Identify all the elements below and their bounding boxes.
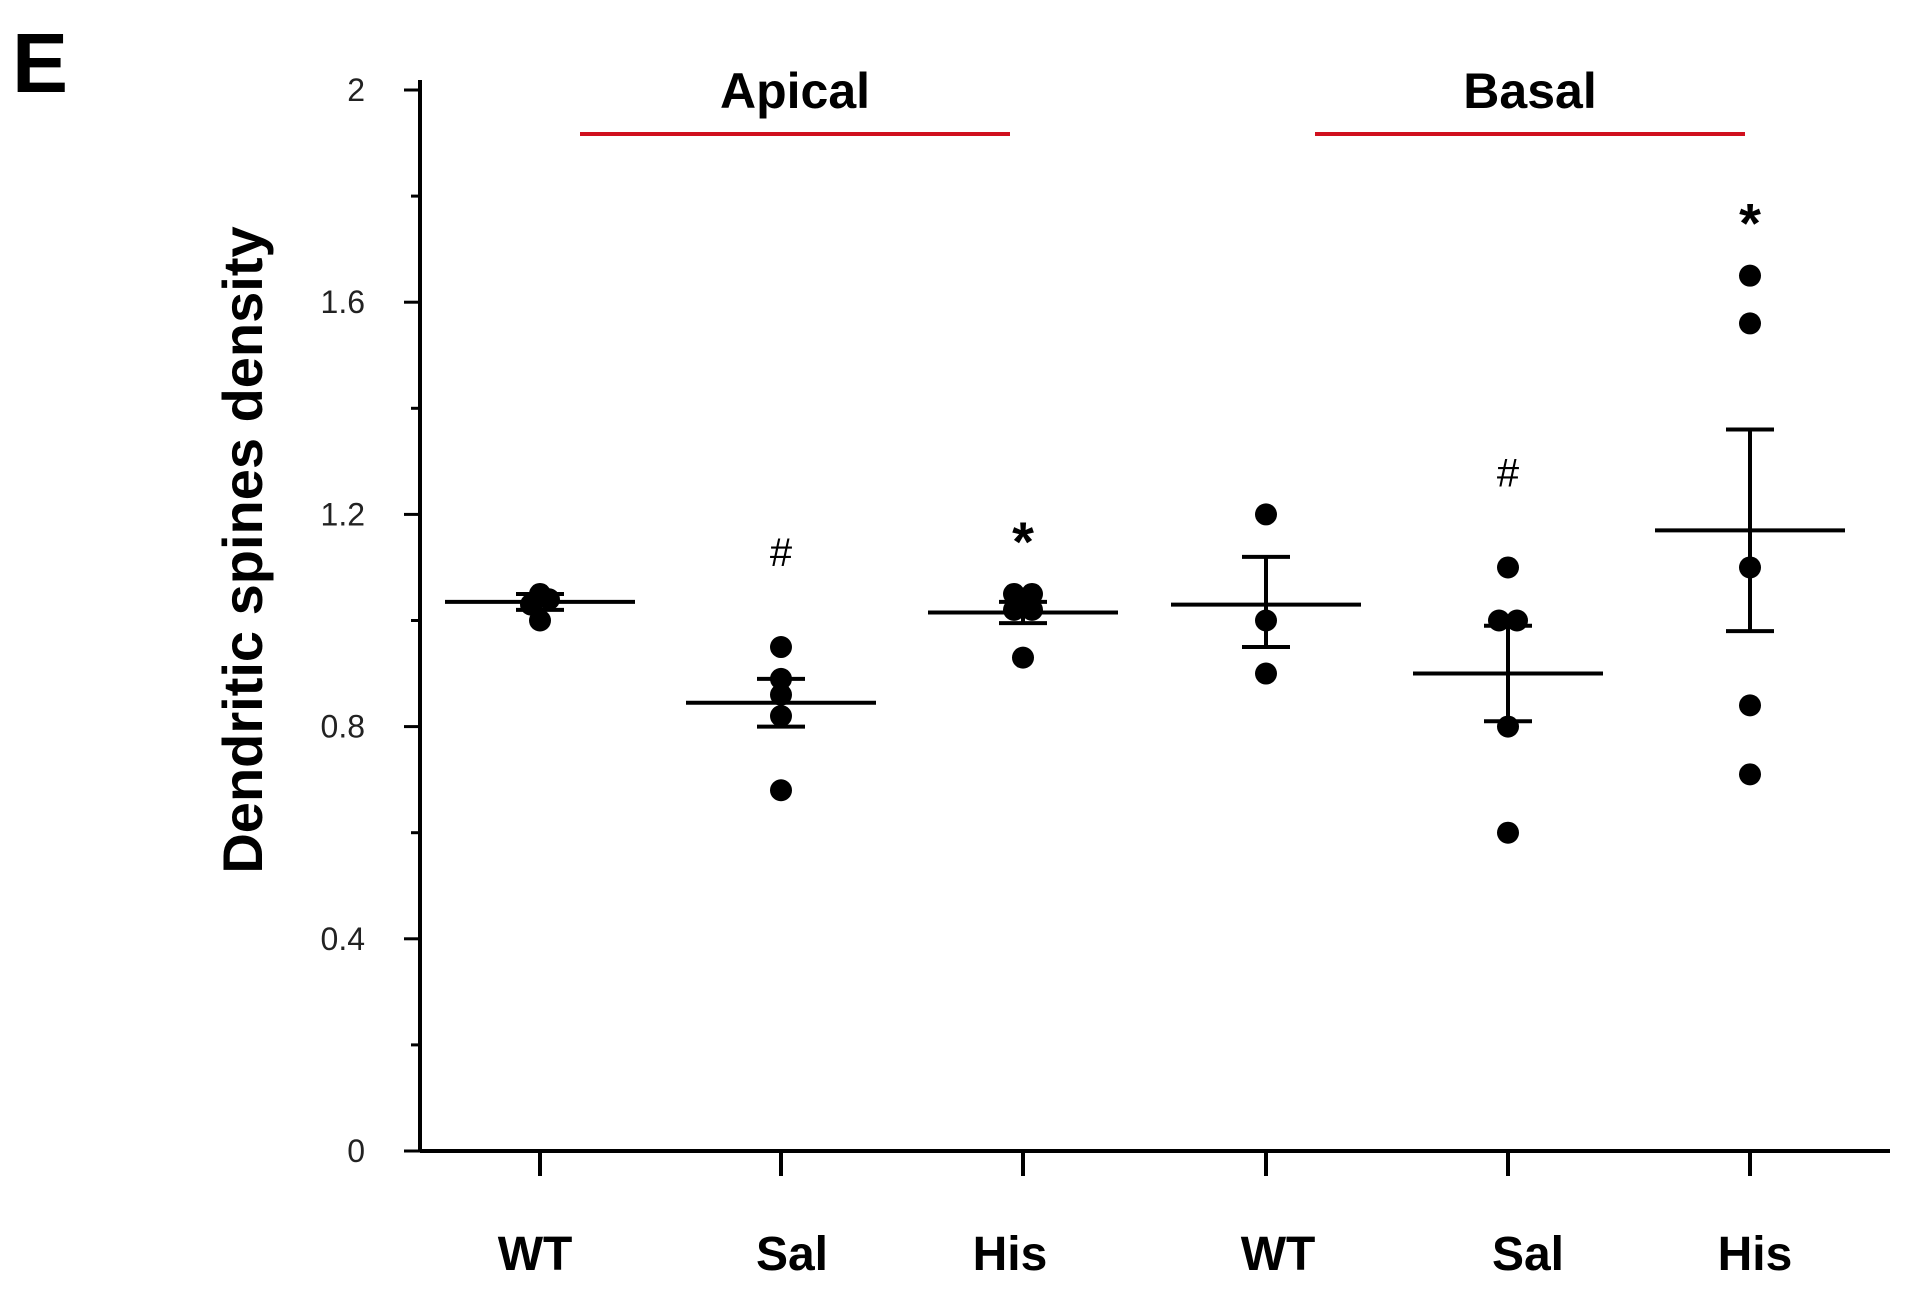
significance-hash: # xyxy=(770,531,793,575)
y-tick-label: 2 xyxy=(347,72,365,108)
data-point xyxy=(770,779,792,802)
x-tick-label: WT xyxy=(1241,1228,1316,1281)
significance-hash: # xyxy=(1497,451,1520,495)
x-tick-label: Sal xyxy=(756,1228,828,1281)
data-point xyxy=(1003,598,1025,621)
y-tick-label: 1.2 xyxy=(321,496,365,532)
y-tick-label: 0.4 xyxy=(321,921,365,957)
x-tick-label: His xyxy=(973,1228,1048,1281)
data-point xyxy=(1021,598,1043,621)
data-point xyxy=(1255,503,1277,526)
data-point xyxy=(1012,646,1034,669)
axes: 0 0.4 0.8 1.2 1.6 2 xyxy=(321,72,1890,1169)
data-point xyxy=(1003,582,1025,605)
group-label-apical: Apical xyxy=(720,63,870,119)
x-tick-label: WT xyxy=(498,1228,573,1281)
significance-star: * xyxy=(1739,192,1761,255)
data-point xyxy=(1739,556,1761,579)
data-point xyxy=(1255,662,1277,685)
data-point xyxy=(1739,763,1761,786)
group-label-basal: Basal xyxy=(1463,63,1596,119)
y-tick-label: 0 xyxy=(347,1133,365,1169)
significance-star: * xyxy=(1012,510,1034,573)
data-point xyxy=(1255,609,1277,632)
data-point xyxy=(1739,312,1761,335)
data-point xyxy=(538,588,560,611)
data-point xyxy=(770,683,792,706)
data-point xyxy=(1497,715,1519,738)
data-point xyxy=(1488,609,1510,632)
data-point xyxy=(1739,694,1761,717)
data-point xyxy=(1739,264,1761,287)
data-point xyxy=(1497,821,1519,844)
data-marks: WT Sal # His * WT Sal # His * xyxy=(445,192,1845,1281)
data-point xyxy=(1021,582,1043,605)
x-tick-label: His xyxy=(1718,1228,1793,1281)
data-point xyxy=(770,704,792,727)
y-axis-title: Dendritic spines density xyxy=(211,226,274,873)
y-tick-label: 1.6 xyxy=(321,284,365,320)
data-point xyxy=(770,636,792,659)
y-tick-label: 0.8 xyxy=(321,709,365,745)
panel-label: E xyxy=(12,16,68,110)
group-brackets: Apical Basal xyxy=(580,63,1745,136)
x-tick-label: Sal xyxy=(1492,1228,1564,1281)
data-point xyxy=(1497,556,1519,579)
data-point xyxy=(1506,609,1528,632)
data-point xyxy=(770,667,792,690)
